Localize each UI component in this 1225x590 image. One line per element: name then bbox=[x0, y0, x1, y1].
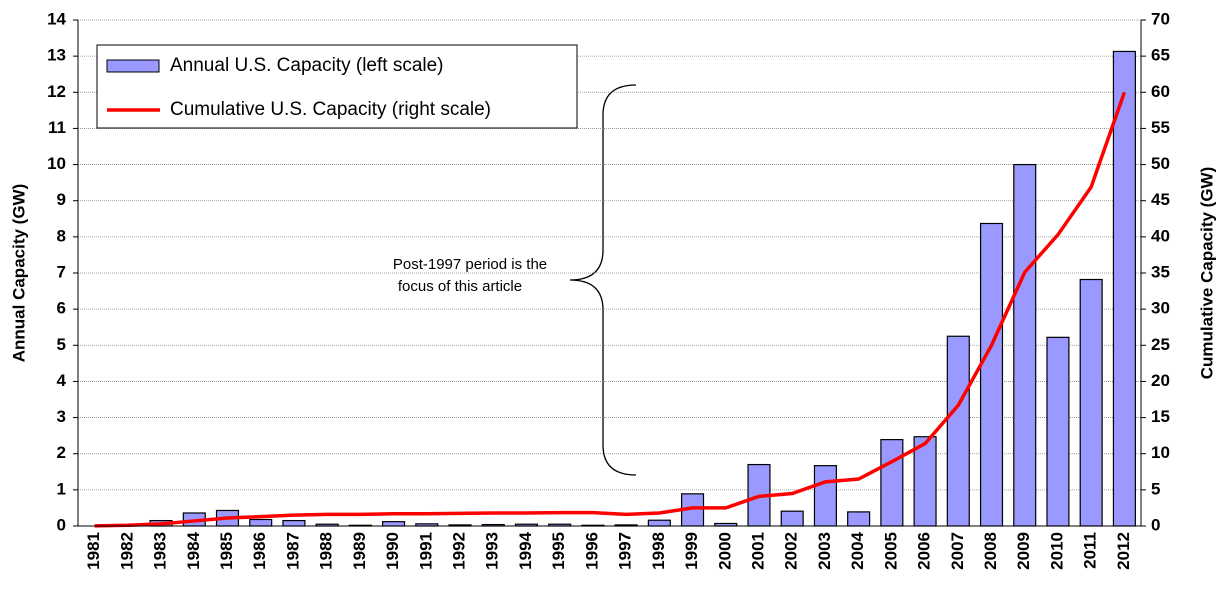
bar bbox=[979, 222, 1004, 527]
y-tick-label: 7 bbox=[57, 262, 66, 281]
x-tick-label: 2012 bbox=[1114, 532, 1133, 570]
y2-tick-label: 40 bbox=[1151, 226, 1170, 245]
y-tick-label: 9 bbox=[57, 190, 66, 209]
line bbox=[94, 91, 1127, 528]
bar bbox=[847, 511, 871, 527]
bar bbox=[1013, 163, 1037, 527]
x-tick-label: 1989 bbox=[350, 532, 369, 570]
x-tick-label: 1996 bbox=[582, 532, 601, 570]
x-tick-label: 1997 bbox=[616, 532, 635, 570]
x-tick-label: 2007 bbox=[948, 532, 967, 570]
bar bbox=[1112, 50, 1136, 527]
x-tick-label: 1987 bbox=[283, 532, 302, 570]
bar bbox=[780, 510, 804, 527]
y2-tick-label: 25 bbox=[1151, 335, 1170, 354]
legend-label: Annual U.S. Capacity (left scale) bbox=[170, 55, 444, 76]
y2-tick-label: 10 bbox=[1151, 443, 1170, 462]
y2-tick-label: 20 bbox=[1151, 371, 1170, 390]
x-tick-label: 2011 bbox=[1081, 532, 1100, 569]
x-tick-label: 1982 bbox=[117, 532, 136, 570]
x-tick-label: 2002 bbox=[782, 532, 801, 570]
y2-tick-label: 5 bbox=[1151, 479, 1160, 498]
x-tick-label: 1992 bbox=[450, 532, 469, 570]
bar bbox=[913, 436, 937, 527]
x-tick-label: 1988 bbox=[317, 532, 336, 570]
y-axis-label: Annual Capacity (GW) bbox=[9, 184, 28, 363]
x-tick-label: 2009 bbox=[1014, 532, 1033, 570]
x-tick-label: 1993 bbox=[483, 532, 502, 570]
y2-tick-label: 50 bbox=[1151, 154, 1170, 173]
y-tick-label: 6 bbox=[57, 299, 66, 318]
x-tick-label: 2008 bbox=[981, 532, 1000, 570]
x-tick-label: 2000 bbox=[715, 532, 734, 570]
y-tick-label: 0 bbox=[57, 515, 66, 534]
x-tick-label: 1981 bbox=[84, 532, 103, 570]
x-tick-label: 1994 bbox=[516, 531, 535, 569]
x-tick-label: 2004 bbox=[848, 531, 867, 569]
y2-tick-label: 65 bbox=[1151, 46, 1170, 65]
y-tick-label: 1 bbox=[57, 479, 66, 498]
x-tick-label: 1998 bbox=[649, 532, 668, 570]
bar bbox=[382, 521, 406, 527]
x-tick-label: 2006 bbox=[915, 532, 934, 570]
y2-tick-label: 45 bbox=[1151, 190, 1170, 209]
y-tick-label: 5 bbox=[57, 335, 66, 354]
x-tick-label: 1991 bbox=[416, 532, 435, 570]
brace bbox=[569, 84, 637, 476]
y-tick-label: 10 bbox=[47, 154, 66, 173]
x-tick-label: 1983 bbox=[151, 532, 170, 570]
y-tick-label: 14 bbox=[47, 9, 66, 28]
y2-tick-label: 70 bbox=[1151, 9, 1170, 28]
y-tick-label: 12 bbox=[47, 82, 66, 101]
y2-tick-label: 55 bbox=[1151, 118, 1170, 137]
y2-axis-label: Cumulative Capacity (GW) bbox=[1197, 167, 1216, 380]
y-tick-label: 2 bbox=[57, 443, 66, 462]
bar bbox=[880, 439, 904, 527]
y2-tick-label: 0 bbox=[1151, 515, 1160, 534]
annotation: Post-1997 period is the bbox=[393, 256, 547, 273]
bar bbox=[813, 465, 837, 527]
bar bbox=[1079, 278, 1103, 527]
x-tick-label: 2005 bbox=[881, 532, 900, 570]
x-tick-label: 2003 bbox=[815, 532, 834, 570]
x-tick-label: 1995 bbox=[549, 532, 568, 570]
y-tick-label: 4 bbox=[57, 371, 67, 390]
x-tick-label: 1985 bbox=[217, 532, 236, 570]
bar bbox=[282, 519, 306, 527]
bar bbox=[946, 335, 970, 527]
bar bbox=[249, 518, 273, 527]
y2-tick-label: 60 bbox=[1151, 82, 1170, 101]
x-tick-label: 1990 bbox=[383, 532, 402, 570]
y2-tick-label: 15 bbox=[1151, 407, 1170, 426]
y-tick-label: 3 bbox=[57, 407, 66, 426]
legend-box bbox=[96, 44, 578, 129]
y-tick-label: 8 bbox=[57, 226, 66, 245]
x-tick-label: 1999 bbox=[682, 532, 701, 570]
x-tick-label: 1986 bbox=[250, 532, 269, 570]
x-tick-label: 1984 bbox=[184, 531, 203, 569]
y2-tick-label: 35 bbox=[1151, 262, 1170, 281]
bar bbox=[1046, 336, 1070, 527]
y2-tick-label: 30 bbox=[1151, 299, 1170, 318]
x-tick-label: 2001 bbox=[748, 532, 767, 570]
y-tick-label: 11 bbox=[48, 118, 66, 137]
bar bbox=[647, 519, 671, 527]
legend-label: Cumulative U.S. Capacity (right scale) bbox=[170, 99, 491, 120]
annotation: focus of this article bbox=[398, 278, 522, 295]
legend-swatch bbox=[106, 59, 160, 73]
x-tick-label: 2010 bbox=[1047, 532, 1066, 570]
y-tick-label: 13 bbox=[47, 46, 66, 65]
